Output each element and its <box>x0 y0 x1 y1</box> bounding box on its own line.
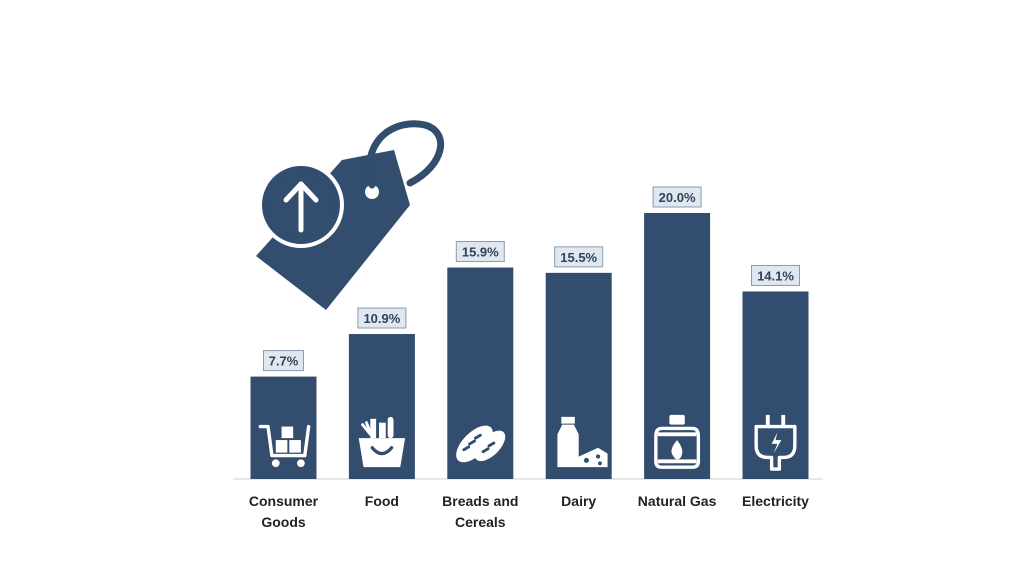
data-label: 14.1% <box>751 264 800 286</box>
category-label: Breads and Cereals <box>442 493 518 530</box>
category-label: Dairy <box>561 493 596 509</box>
data-label-box <box>455 241 505 263</box>
data-label-text: 14.1% <box>757 268 794 283</box>
bar <box>644 213 711 479</box>
category-label: Food <box>365 493 399 509</box>
category-label: Electricity <box>742 493 809 509</box>
price-tag-up-arrow-icon <box>256 120 445 310</box>
data-label: 7.7% <box>263 350 304 372</box>
data-label: 10.9% <box>357 307 407 329</box>
category-labels-group: Consumer Goods Food Breads and Cereals Dairy N… <box>249 493 809 530</box>
bar-icons-group <box>258 413 797 471</box>
value-labels-group: 7.7% 10.9% 15.9% 15.5% 20.0% 14.1% <box>263 186 800 372</box>
data-label-text: 15.9% <box>462 245 499 260</box>
data-label-box <box>357 307 407 329</box>
data-label-box <box>554 246 604 268</box>
data-label-text: 10.9% <box>363 311 400 326</box>
data-label-box <box>751 264 800 286</box>
data-label-text: 7.7% <box>269 354 299 369</box>
data-label-text: 20.0% <box>659 190 696 205</box>
data-label-box <box>652 186 702 208</box>
bars-group <box>250 213 809 479</box>
category-label: Natural Gas <box>638 493 717 509</box>
data-label-text: 15.5% <box>560 250 597 265</box>
bar <box>742 291 809 479</box>
category-label: Consumer Goods <box>249 493 319 530</box>
data-label: 20.0% <box>652 186 702 208</box>
data-label: 15.9% <box>455 241 505 263</box>
data-label: 15.5% <box>554 246 604 268</box>
data-label-box <box>263 350 304 372</box>
